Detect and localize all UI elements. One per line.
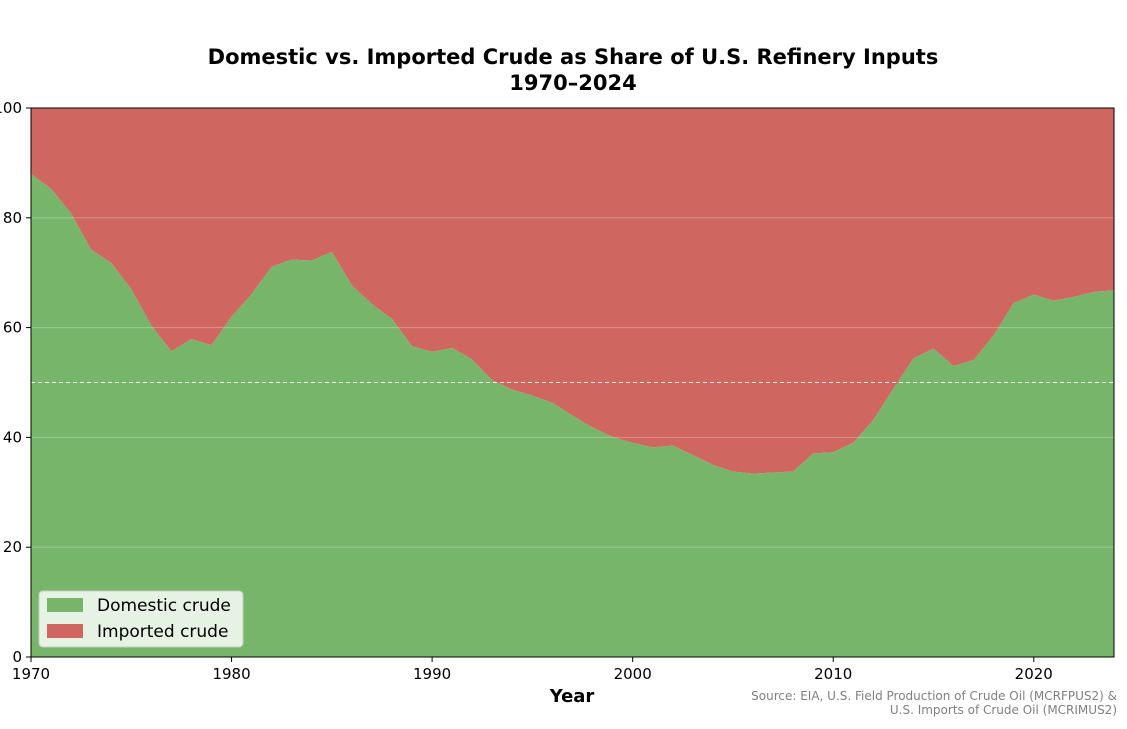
legend-swatch-domestic [47,598,83,612]
y-tick-label: 40 [3,428,22,446]
y-tick-label: 20 [3,538,22,556]
y-tick-label: 100 [0,99,22,117]
legend-box [38,590,244,648]
legend-label-domestic: Domestic crude [97,596,231,616]
x-axis: 1970 1980 1990 2000 2010 2020 [12,657,1053,683]
x-tick-label: 2010 [814,665,852,683]
legend: Domestic crude Imported crude [38,590,244,648]
x-tick-label: 1980 [212,665,250,683]
x-tick-label: 2000 [614,665,652,683]
source-line-1: Source: EIA, U.S. Field Production of Cr… [751,689,1117,703]
x-tick-label: 2020 [1015,665,1053,683]
plot-frame [30,107,1115,658]
source-line-2: U.S. Imports of Crude Oil (MCRIMUS2) [890,703,1117,717]
y-tick-label: 60 [3,319,22,337]
y-axis: 0 20 40 60 80 100 [0,99,31,666]
chart-subtitle: 1970–2024 [509,71,636,95]
legend-label-imported: Imported crude [97,622,228,642]
x-tick-label: 1970 [12,665,50,683]
gridlines [31,217,1114,548]
x-axis-label: Year [549,686,595,707]
y-tick-label: 80 [3,209,22,227]
chart-title: Domestic vs. Imported Crude as Share of … [208,45,939,69]
legend-swatch-imported [47,624,83,638]
x-tick-label: 1990 [413,665,451,683]
y-tick-label: 0 [12,648,22,666]
